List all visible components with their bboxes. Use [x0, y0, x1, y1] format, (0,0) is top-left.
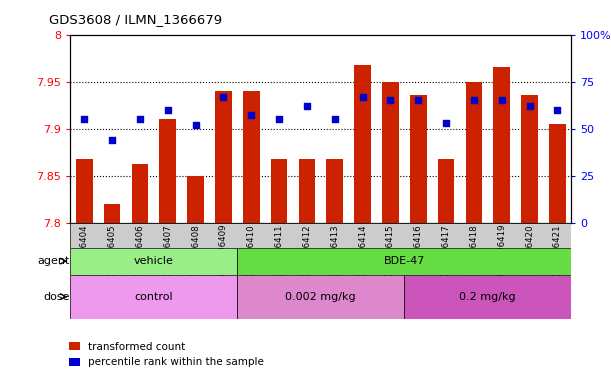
Text: agent: agent: [38, 256, 70, 266]
Point: [552, 107, 562, 113]
Point: [413, 98, 423, 104]
Bar: [354, 65, 371, 223]
Text: control: control: [134, 291, 173, 302]
Point: [441, 120, 451, 126]
Point: [274, 116, 284, 122]
Bar: [215, 91, 232, 223]
Text: GSM496420: GSM496420: [525, 224, 534, 276]
Bar: [159, 119, 176, 223]
Bar: [243, 91, 260, 223]
Point: [246, 113, 256, 119]
Text: BDE-47: BDE-47: [384, 256, 425, 266]
Text: GSM496415: GSM496415: [386, 224, 395, 276]
Bar: [76, 159, 92, 223]
Bar: [404, 275, 571, 319]
Text: GSM496409: GSM496409: [219, 224, 228, 276]
Bar: [521, 95, 538, 223]
Text: GSM496418: GSM496418: [469, 224, 478, 276]
Bar: [131, 164, 148, 223]
Bar: [299, 159, 315, 223]
Text: GSM496412: GSM496412: [302, 224, 312, 276]
Text: GDS3608 / ILMN_1366679: GDS3608 / ILMN_1366679: [49, 13, 222, 26]
Point: [135, 116, 145, 122]
Point: [330, 116, 340, 122]
Text: GSM496417: GSM496417: [442, 224, 450, 276]
Text: GSM496421: GSM496421: [553, 224, 562, 276]
Legend: transformed count, percentile rank within the sample: transformed count, percentile rank withi…: [70, 342, 264, 367]
Bar: [493, 68, 510, 223]
Text: dose: dose: [43, 291, 70, 302]
Bar: [271, 159, 287, 223]
Text: GSM496410: GSM496410: [247, 224, 255, 276]
Point: [525, 103, 535, 109]
Bar: [70, 275, 237, 319]
Point: [191, 122, 200, 128]
Bar: [326, 159, 343, 223]
Text: GSM496406: GSM496406: [136, 224, 144, 276]
Text: GSM496405: GSM496405: [108, 224, 117, 276]
Text: GSM496407: GSM496407: [163, 224, 172, 276]
Bar: [410, 95, 426, 223]
Text: GSM496413: GSM496413: [330, 224, 339, 276]
Point: [497, 98, 507, 104]
Point: [107, 137, 117, 143]
Bar: [104, 204, 120, 223]
Point: [302, 103, 312, 109]
Point: [469, 98, 479, 104]
Bar: [549, 124, 566, 223]
Point: [219, 94, 229, 100]
Text: 0.2 mg/kg: 0.2 mg/kg: [459, 291, 516, 302]
Text: 0.002 mg/kg: 0.002 mg/kg: [285, 291, 356, 302]
Bar: [466, 82, 482, 223]
Text: GSM496411: GSM496411: [274, 224, 284, 276]
Point: [163, 107, 172, 113]
Text: GSM496419: GSM496419: [497, 224, 506, 276]
Text: GSM496414: GSM496414: [358, 224, 367, 276]
Bar: [237, 275, 404, 319]
Point: [79, 116, 89, 122]
Bar: [437, 159, 455, 223]
Bar: [237, 248, 571, 275]
Text: GSM496408: GSM496408: [191, 224, 200, 276]
Text: GSM496404: GSM496404: [79, 224, 89, 276]
Bar: [382, 82, 399, 223]
Bar: [70, 248, 237, 275]
Bar: [187, 176, 204, 223]
Point: [386, 98, 395, 104]
Text: GSM496416: GSM496416: [414, 224, 423, 276]
Text: vehicle: vehicle: [134, 256, 174, 266]
Point: [357, 94, 367, 100]
